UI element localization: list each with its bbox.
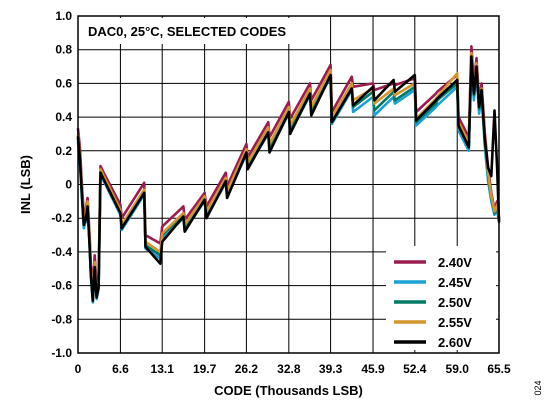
legend: 2.40V 2.45V 2.50V 2.55V 2.60V [386,246,496,350]
x-tick-label: 19.7 [193,362,217,376]
y-tick-label: -1.0 [51,346,72,360]
y-axis-title: INL (LSB) [18,155,33,214]
x-axis-title: CODE (Thousands LSB) [214,383,363,398]
y-tick-label: 0.2 [55,144,72,158]
x-tick-labels: 0 6.6 13.1 19.7 26.2 32.8 39.3 45.9 52.4 59.0 65.5 [75,362,511,376]
title-box: DAC0, 25°C, SELECTED CODES [80,18,312,44]
legend-label-2.40V: 2.40V [438,255,472,270]
series-lines [76,44,501,304]
y-tick-label: 0.8 [55,43,72,57]
x-tick-label: 32.8 [277,362,301,376]
figure-id: 024 [533,380,543,395]
title-background [80,18,312,44]
x-tick-label: 0 [75,362,82,376]
plot-frame [77,15,500,354]
y-tick-label: -0.4 [51,245,72,259]
x-tick-label: 6.6 [112,362,129,376]
y-tick-label: 0.4 [55,110,72,124]
y-tick-label: 1.0 [55,9,72,23]
legend-items: 2.40V 2.45V 2.50V 2.55V 2.60V [394,255,472,350]
x-tick-label: 26.2 [235,362,259,376]
y-tick-label: -0.8 [51,312,72,326]
x-tick-label: 45.9 [361,362,385,376]
x-tick-label: 13.1 [151,362,175,376]
chart-title: DAC0, 25°C, SELECTED CODES [88,24,286,39]
y-tick-label: 0 [65,178,72,192]
legend-label-2.55V: 2.55V [438,315,472,330]
x-tick-label: 59.0 [446,362,470,376]
y-tick-label: 0.6 [55,76,72,90]
legend-label-2.50V: 2.50V [438,295,472,310]
x-tick-label: 39.3 [319,362,343,376]
series-line-2.60V [76,55,501,303]
legend-label-2.60V: 2.60V [438,335,472,350]
x-tick-label: 52.4 [403,362,427,376]
y-tick-label: -0.6 [51,279,72,293]
y-tick-labels: 1.0 0.8 0.6 0.4 0.2 0 -0.2 -0.4 -0.6 -0.8 -1.0 [51,9,72,360]
legend-label-2.45V: 2.45V [438,275,472,290]
y-tick-label: -0.2 [51,211,72,225]
x-tick-label: 65.5 [487,362,511,376]
